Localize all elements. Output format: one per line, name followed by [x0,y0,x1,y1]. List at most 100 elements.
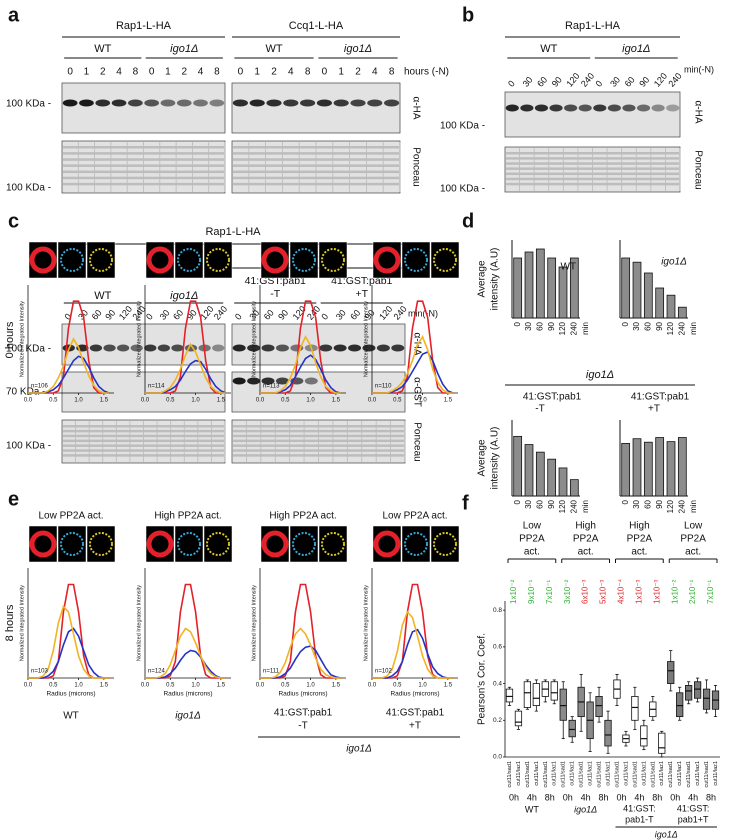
p-value: 2x10⁻¹ [688,579,697,604]
cell-ring [321,248,345,272]
x-tick-label: 0.0 [24,398,33,404]
x-tick-label: cut11/sad1 [525,761,531,788]
band [232,344,246,352]
y-label: Normalized Integrated Intensity [251,585,257,661]
band [564,104,578,112]
intensity-curve [28,604,109,679]
label: 1 [338,67,344,78]
cell-ring [433,248,457,272]
panel-label: d [462,210,474,232]
band [367,99,383,107]
cell-ring [373,530,401,558]
x-tick-label: 0.5 [393,683,402,689]
chart-title: WT [560,262,576,273]
thumbnail [289,241,319,279]
label: 90 [637,75,651,89]
x-tick-label: 0.0 [256,683,265,689]
activity-label: act. [524,547,540,558]
cell-ring [373,246,401,274]
cell-ring [292,532,316,556]
label: 4 [288,67,294,78]
bar [569,479,579,497]
y-label: Normalized Integrated Intensity [136,301,142,377]
label: WT [265,43,282,55]
thumbnail [318,525,348,563]
thumbnail [430,241,460,279]
x-tick-label: 120 [558,321,567,335]
label: Ponceau [410,147,421,186]
p-value: 1x10⁻² [509,579,518,604]
x-tick-label: 0.0 [141,398,150,404]
label: 4 [198,67,204,78]
p-value: 1x10⁻³ [652,579,661,604]
x-tick-label: cut11/sad1 [668,761,674,788]
x-tick-label: 0.0 [256,398,265,404]
x-tick-label: 1.0 [191,683,200,689]
thumbnail [174,525,204,563]
time-label: 0h [670,792,680,802]
x-tick-label: cut11/sad1 [579,761,585,788]
x-tick-label: 0.5 [49,398,58,404]
band [62,99,78,107]
blot [231,371,406,413]
label: Rap1-L-HA [205,226,261,238]
y-label: Normalized Integrated Intensity [136,585,142,661]
intensity-curve [260,583,341,679]
x-unit: min [689,500,698,513]
box [568,719,576,738]
band [160,99,176,107]
panel-label: c [8,210,19,232]
time-label: 0h [509,792,519,802]
x-tick-label: cut11/sad1 [650,761,656,788]
thumbnail [86,525,116,563]
x-tick-label: 240 [569,321,578,335]
y-label: Normalized Integrated Intensity [19,301,25,377]
label: 0 [506,79,517,89]
label: 2 [181,67,187,78]
x-tick-label: cut11/sad1 [561,761,567,788]
band [319,344,333,352]
x-tick-label: 30 [524,499,533,508]
band [304,377,318,385]
box [693,681,702,699]
x-tick-label: 1.0 [306,398,315,404]
band [111,99,127,107]
label: 30 [158,308,172,322]
intensity-curve [145,627,226,679]
label: igo1Δ [170,43,198,55]
y-label: Pearson's Cor. Coef. [477,633,488,725]
box [523,681,532,708]
cell-ring [29,246,57,274]
label: 4 [372,67,378,78]
intensity-curve [260,627,341,679]
group-label: 41:GST: [623,803,656,813]
x-tick-label: 0.0 [141,683,150,689]
cell-ring [261,530,289,558]
label: 30 [247,308,261,322]
x-tick-label: cut11/laz1 [605,761,611,786]
intensity-curve [372,610,453,679]
label: igo1Δ [346,744,372,755]
label: 100 KDa - [6,441,51,452]
x-tick-label: 1.5 [217,398,226,404]
activity-label: act. [631,547,647,558]
thumbnail [401,241,431,279]
p-value: 1x10⁻² [670,579,679,604]
y-label: Average [477,439,488,477]
intensity-curve [28,627,109,679]
x-tick-label: 120 [666,321,675,335]
label: 1 [165,67,171,78]
cell-ring [89,248,113,272]
panel-label: e [8,488,19,510]
x-tick-label: cut11/sad1 [614,761,620,788]
label: α-HA [410,96,421,119]
x-tick-label: 90 [547,499,556,508]
thumbnail [430,525,460,563]
x-tick-label: 1.5 [100,683,109,689]
label: 0 [238,67,244,78]
band [144,99,159,107]
label: WT [94,290,111,302]
time-label: 8h [545,792,555,802]
x-tick-label: 1.0 [418,398,427,404]
